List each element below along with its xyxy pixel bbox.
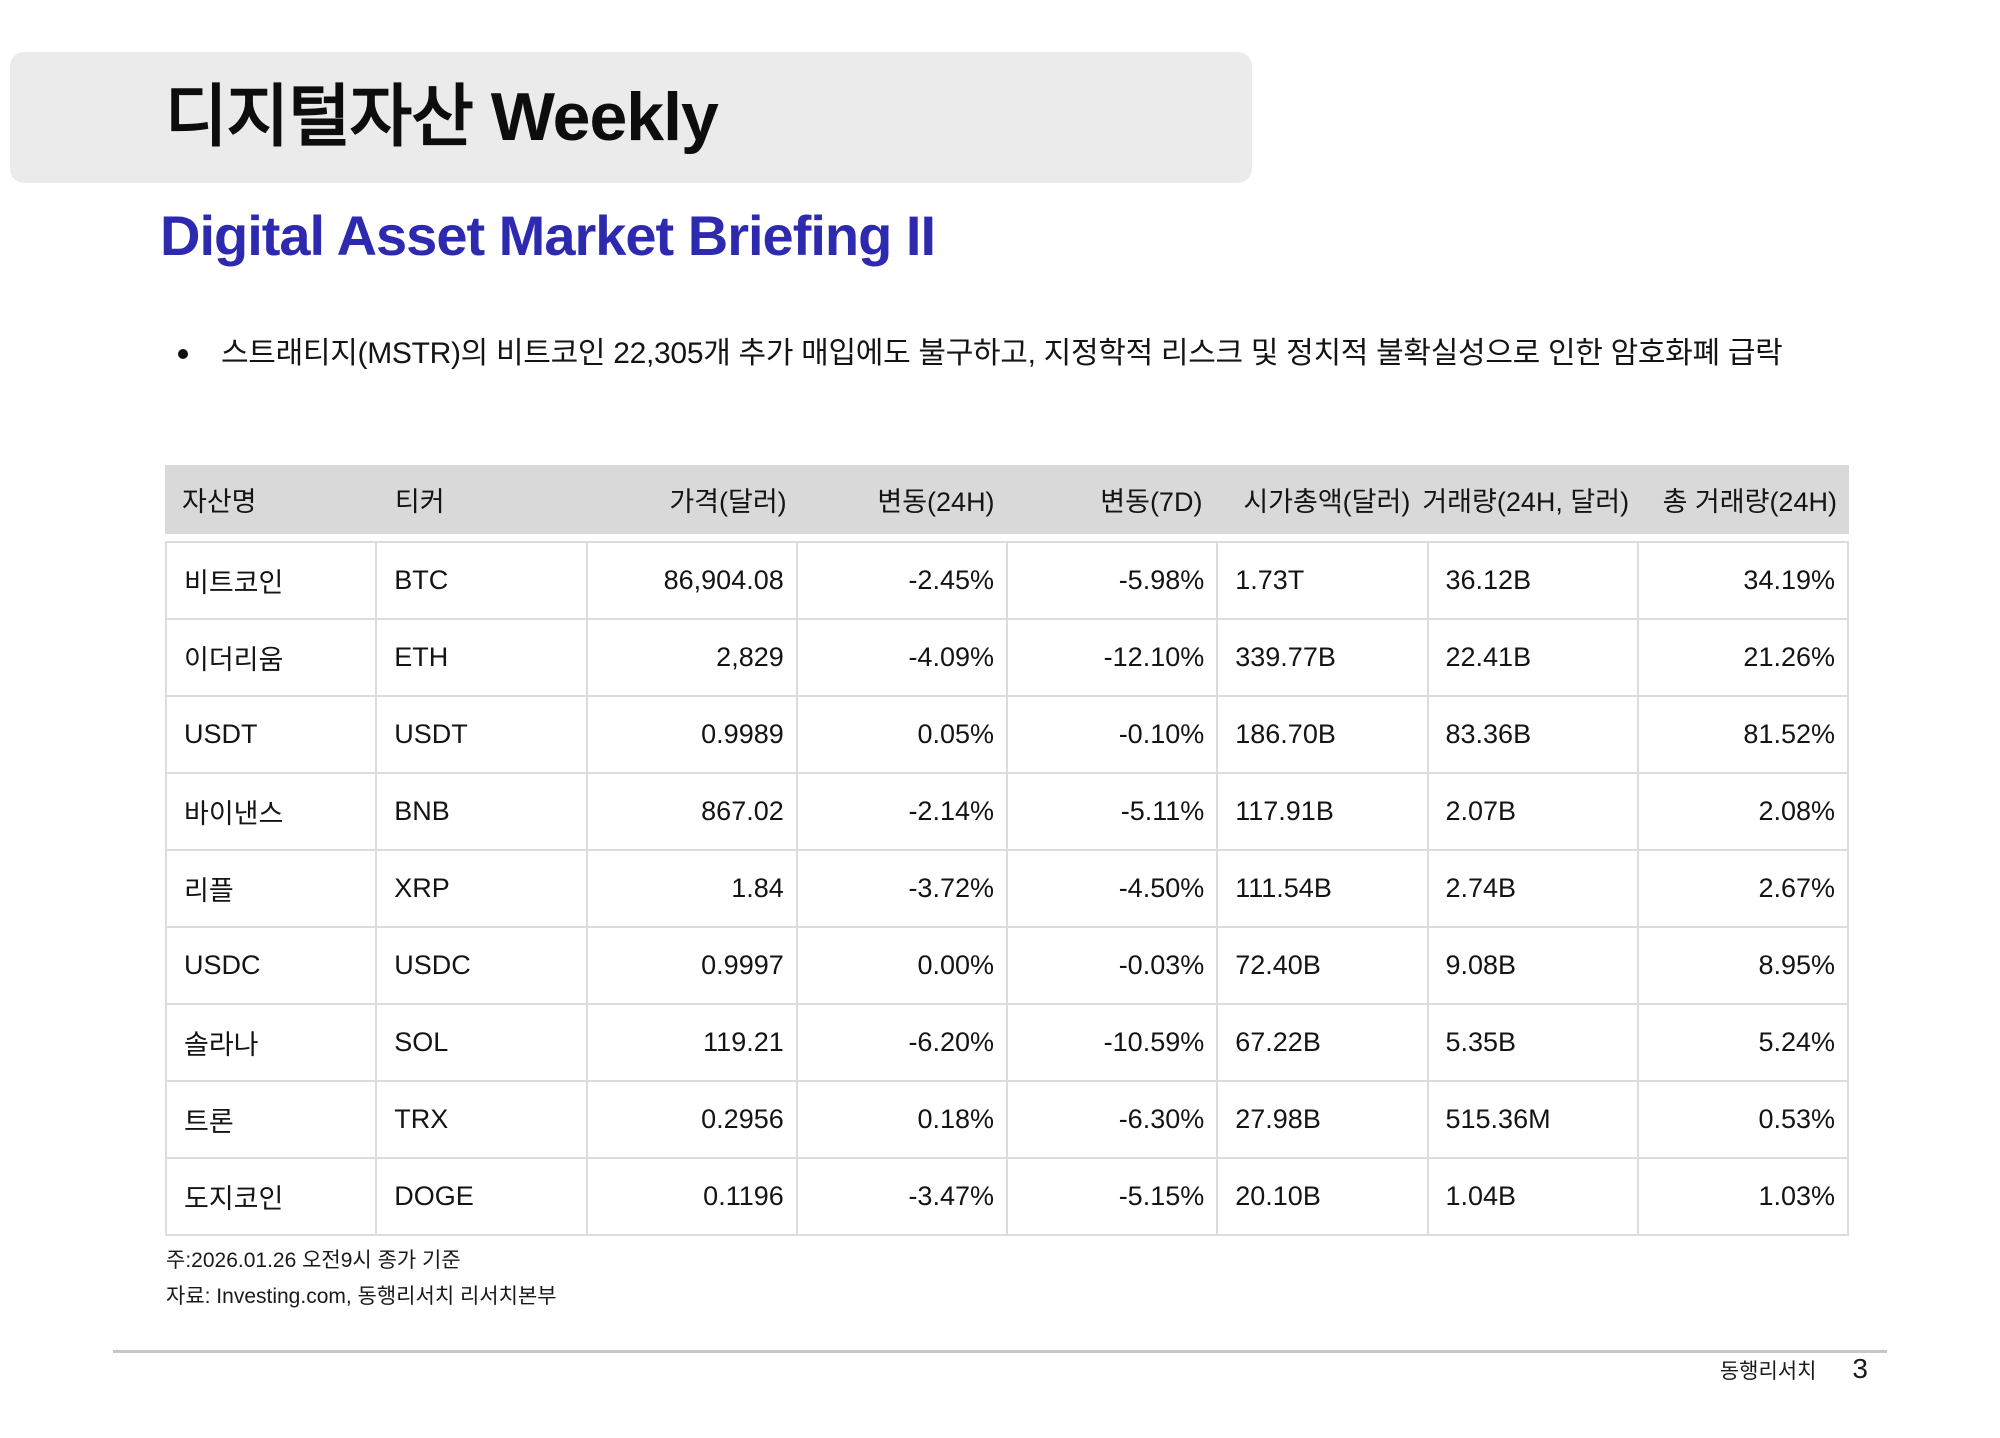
table-cell: 339.77B (1218, 620, 1429, 697)
title-banner: 디지털자산 Weekly (10, 52, 1252, 183)
page-footer: 동행리서치 3 (1720, 1353, 1868, 1385)
table-cell: 2.74B (1428, 851, 1639, 928)
table-cell: 81.52% (1638, 697, 1849, 774)
table-cell: USDT (377, 697, 588, 774)
note-source: 자료: Investing.com, 동행리서치 리서치본부 (166, 1285, 557, 1308)
bullet-text: 스트래티지(MSTR)의 비트코인 22,305개 추가 매입에도 불구하고, … (221, 337, 1783, 370)
page-number: 3 (1852, 1353, 1868, 1384)
table-cell: BTC (377, 543, 588, 620)
table-cell: -6.30% (1008, 1082, 1219, 1159)
table-header-cell: 자산명 (182, 487, 257, 517)
table-cell: -2.45% (797, 543, 1008, 620)
table-cell: -5.11% (1008, 774, 1219, 851)
table-cell: 0.9989 (587, 697, 798, 774)
table-cell: -6.20% (797, 1005, 1008, 1082)
table-cell: -5.98% (1008, 543, 1219, 620)
table-cell: ETH (377, 620, 588, 697)
table-header-cell: 총 거래량(24H) (1662, 487, 1837, 517)
table-header-cell: 변동(24H) (877, 487, 995, 517)
table-cell: 186.70B (1218, 697, 1429, 774)
table-cell: 0.00% (797, 928, 1008, 1005)
table-cell: 119.21 (587, 1005, 798, 1082)
table-cell: 솔라나 (167, 1005, 378, 1082)
table-cell: 20.10B (1218, 1159, 1429, 1236)
table-cell: TRX (377, 1082, 588, 1159)
table-header-cell: 변동(7D) (1100, 487, 1203, 517)
table-cell: 1.84 (587, 851, 798, 928)
table-cell: 2.08% (1638, 774, 1849, 851)
table-cell: 도지코인 (167, 1159, 378, 1236)
table-cell: 0.9997 (587, 928, 798, 1005)
table-cell: 117.91B (1218, 774, 1429, 851)
table-cell: 1.04B (1428, 1159, 1639, 1236)
table-header-cell: 티커 (394, 487, 445, 517)
table-header-cell: 시가총액(달러) (1243, 487, 1411, 517)
footer-divider (113, 1350, 1887, 1353)
table-body: 비트코인 BTC 86,904.08 -2.45% -5.98% 1.73T 36.12B 3… (165, 541, 1849, 1236)
table-cell: SOL (377, 1005, 588, 1082)
table-cell: 5.35B (1428, 1005, 1639, 1082)
table-cell: 2.07B (1428, 774, 1639, 851)
table-cell: 34.19% (1638, 543, 1849, 620)
table-cell: 바이낸스 (167, 774, 378, 851)
page-title: 디지털자산 Weekly (165, 79, 719, 155)
table-cell: 9.08B (1428, 928, 1639, 1005)
table-cell: DOGE (377, 1159, 588, 1236)
table-cell: -10.59% (1008, 1005, 1219, 1082)
table-cell: 2,829 (587, 620, 798, 697)
table-footnotes: 주:2026.01.26 오전9시 종가 기준 자료: Investing.co… (166, 1243, 557, 1315)
table-cell: 515.36M (1428, 1082, 1639, 1159)
table-cell: -0.10% (1008, 697, 1219, 774)
table-cell: 27.98B (1218, 1082, 1429, 1159)
page-subtitle: Digital Asset Market Briefing II (160, 204, 936, 267)
table-cell: -4.50% (1008, 851, 1219, 928)
table-cell: 1.03% (1638, 1159, 1849, 1236)
table-cell: 1.73T (1218, 543, 1429, 620)
bullet-dot-icon (178, 349, 188, 359)
table-header-row: 자산명 티커 가격(달러) 변동(24H) 변동(7D) 시가총액(달러) 거래량(24H,… (165, 465, 1849, 534)
crypto-asset-table: 자산명 티커 가격(달러) 변동(24H) 변동(7D) 시가총액(달러) 거래량(24H,… (165, 465, 1849, 1236)
table-cell: USDC (167, 928, 378, 1005)
table-cell: 이더리움 (167, 620, 378, 697)
table-cell: 86,904.08 (587, 543, 798, 620)
table-cell: BNB (377, 774, 588, 851)
table-cell: 21.26% (1638, 620, 1849, 697)
table-cell: USDC (377, 928, 588, 1005)
table-cell: -5.15% (1008, 1159, 1219, 1236)
table-cell: -12.10% (1008, 620, 1219, 697)
table-cell: -3.72% (797, 851, 1008, 928)
table-cell: 111.54B (1218, 851, 1429, 928)
table-cell: 5.24% (1638, 1005, 1849, 1082)
table-header-cell: 가격(달러) (669, 487, 787, 517)
table-cell: 0.1196 (587, 1159, 798, 1236)
table-cell: 67.22B (1218, 1005, 1429, 1082)
table-cell: -4.09% (797, 620, 1008, 697)
bullet-item: 스트래티지(MSTR)의 비트코인 22,305개 추가 매입에도 불구하고, … (178, 330, 1866, 378)
table-header-cell: 거래량(24H, 달러) (1422, 487, 1630, 517)
table-cell: -2.14% (797, 774, 1008, 851)
table-cell: 0.53% (1638, 1082, 1849, 1159)
table-cell: 0.18% (797, 1082, 1008, 1159)
table-cell: -3.47% (797, 1159, 1008, 1236)
table-cell: -0.03% (1008, 928, 1219, 1005)
table-cell: 72.40B (1218, 928, 1429, 1005)
table-cell: 83.36B (1428, 697, 1639, 774)
table-cell: 8.95% (1638, 928, 1849, 1005)
table-cell: XRP (377, 851, 588, 928)
table-cell: 867.02 (587, 774, 798, 851)
table-cell: 트론 (167, 1082, 378, 1159)
table-cell: 22.41B (1428, 620, 1639, 697)
table-cell: 36.12B (1428, 543, 1639, 620)
table-cell: 리플 (167, 851, 378, 928)
table-cell: USDT (167, 697, 378, 774)
footer-brand: 동행리서치 (1719, 1360, 1817, 1383)
table-cell: 0.2956 (587, 1082, 798, 1159)
table-cell: 비트코인 (167, 543, 378, 620)
note-price-basis: 주:2026.01.26 오전9시 종가 기준 (166, 1249, 461, 1272)
table-cell: 2.67% (1638, 851, 1849, 928)
table-cell: 0.05% (797, 697, 1008, 774)
